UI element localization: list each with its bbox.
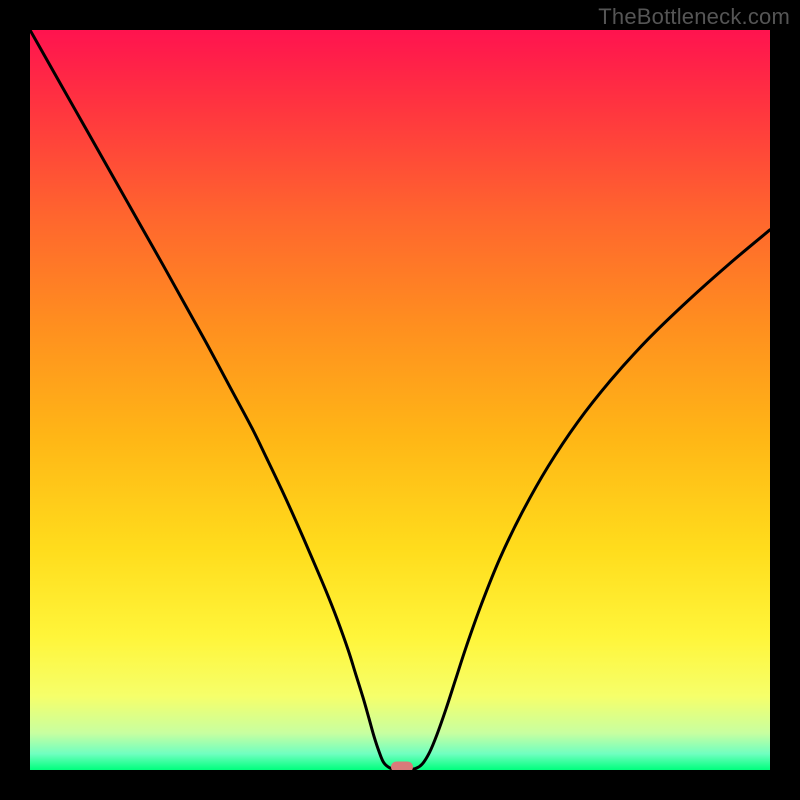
watermark-text: TheBottleneck.com [598,4,790,30]
plot-area [30,30,770,770]
minimum-marker [391,761,413,770]
chart-frame: TheBottleneck.com [0,0,800,800]
bottleneck-curve [30,30,770,770]
